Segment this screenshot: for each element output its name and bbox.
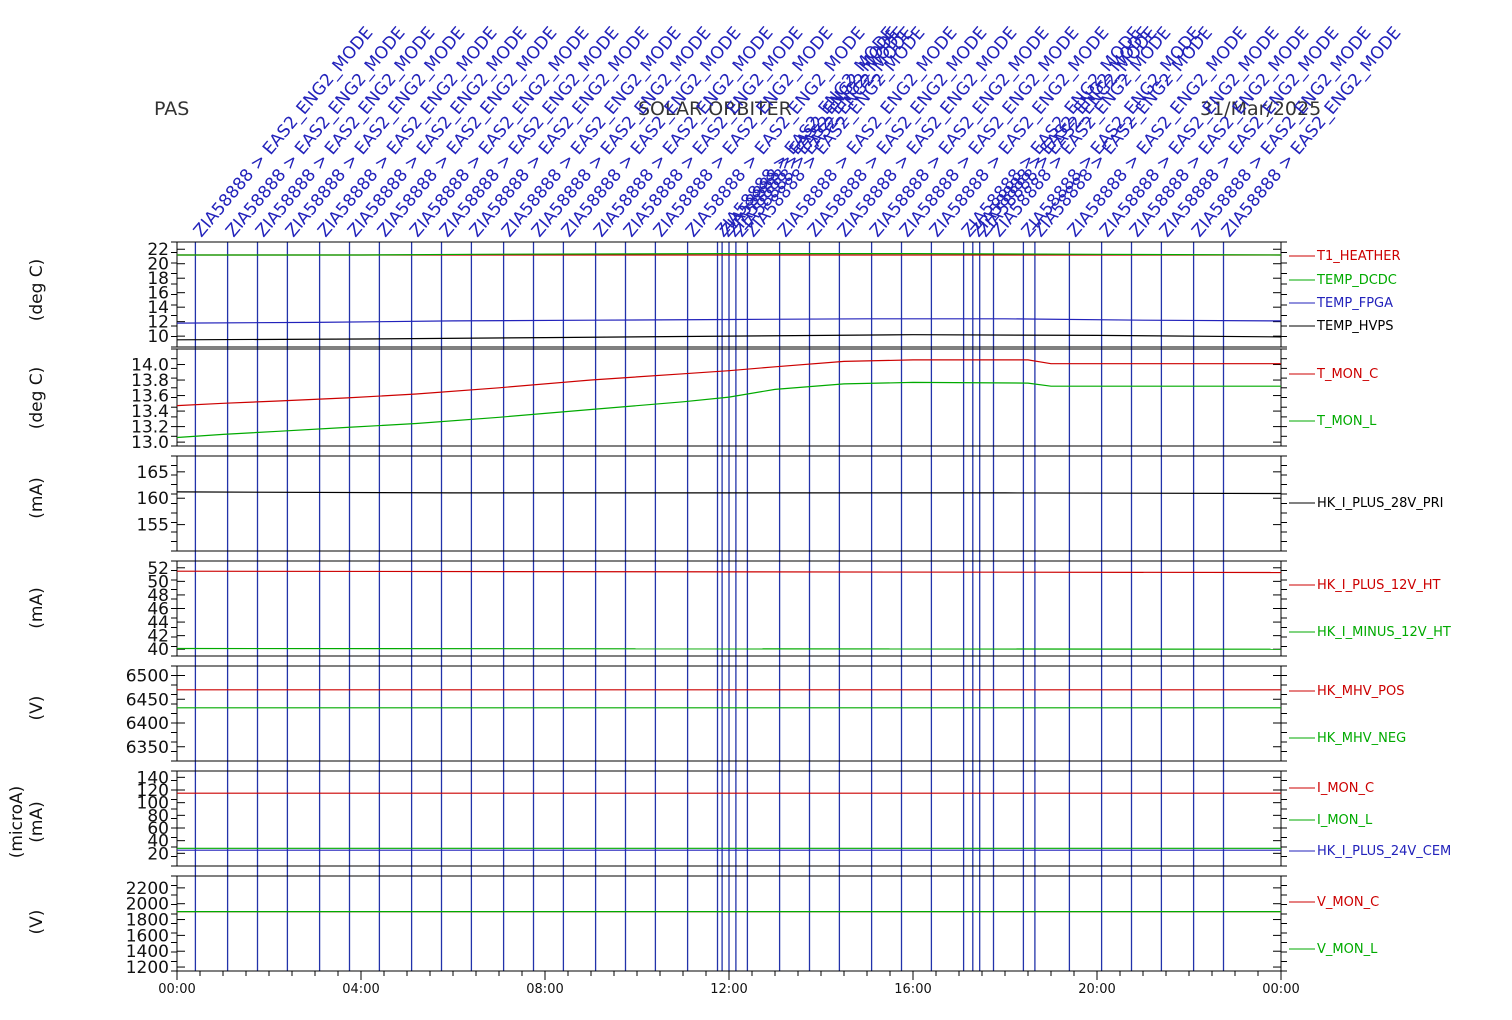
y-tick-label: 10 <box>147 327 169 347</box>
y-tick-label: 13.6 <box>131 387 169 407</box>
y-axis-label: (mA) <box>27 477 47 518</box>
x-tick-label: 04:00 <box>342 982 379 997</box>
y-tick-label: 6350 <box>126 738 169 758</box>
legend-label: V_MON_C <box>1317 895 1379 910</box>
y-tick-label: 13.8 <box>131 371 169 391</box>
y-axis-label: (V) <box>27 696 47 721</box>
y-axis-label: (mA) <box>27 587 47 628</box>
y-tick-label: 16 <box>147 284 169 304</box>
series-line-temp-fpga <box>176 318 1282 324</box>
y-tick-label: 12 <box>147 313 169 333</box>
y-tick-label: 1400 <box>126 942 169 962</box>
y-axis-label-secondary: (microA) <box>7 786 27 859</box>
y-tick-label: 13.2 <box>131 418 169 438</box>
panel-3: 155 160 165 (mA) HK_I_PLUS_28V_PRI <box>27 455 1443 552</box>
legend-label: T_MON_L <box>1316 414 1377 429</box>
y-tick-label: 40 <box>147 640 169 660</box>
y-tick-label: 22 <box>147 240 169 260</box>
y-tick-label: 44 <box>147 613 169 633</box>
y-tick-label: 80 <box>147 806 169 826</box>
y-tick-label: 20 <box>147 844 169 864</box>
series-line-hk-i-plus-28v-pri <box>176 491 1282 495</box>
legend-label: T1_HEATHER <box>1316 249 1401 264</box>
legend-label: I_MON_L <box>1317 813 1373 828</box>
y-tick-label: 1200 <box>126 958 169 978</box>
y-tick-label: 140 <box>137 768 169 788</box>
legend-label: I_MON_C <box>1317 781 1374 796</box>
y-tick-label: 100 <box>137 794 169 814</box>
series-line-hk-i-plus-12v-ht <box>176 570 1282 574</box>
y-tick-label: 6450 <box>126 690 169 710</box>
y-axis-label: (V) <box>27 910 47 935</box>
legend-label: HK_MHV_POS <box>1317 684 1405 699</box>
y-tick-label: 1600 <box>126 926 169 946</box>
y-tick-label: 40 <box>147 832 169 852</box>
y-tick-label: 52 <box>147 559 169 579</box>
y-tick-label: 42 <box>147 627 169 647</box>
y-tick-label: 13.0 <box>131 433 169 453</box>
y-tick-label: 20 <box>147 255 169 275</box>
legend-label: HK_MHV_NEG <box>1317 731 1406 746</box>
y-tick-label: 18 <box>147 269 169 289</box>
series-line-temp-hvps <box>176 334 1282 341</box>
legend-label: TEMP_FPGA <box>1316 296 1393 311</box>
series-line-t-mon-l <box>176 381 1281 439</box>
x-tick-label: 00:00 <box>158 982 195 997</box>
series-line-temp-dcdc <box>177 253 1282 256</box>
x-tick-label: 00:00 <box>1262 982 1299 997</box>
y-axis-label: (mA) <box>27 801 47 842</box>
legend-label: HK_I_PLUS_24V_CEM <box>1317 844 1451 859</box>
series-line-hk-i-minus-12v-ht <box>176 647 1282 650</box>
spacecraft-label: SOLAR ORBITER <box>638 98 792 120</box>
y-tick-label: 14.0 <box>131 356 169 376</box>
y-tick-label: 6400 <box>126 714 169 734</box>
y-tick-label: 120 <box>137 781 169 801</box>
series-line-t-mon-c <box>176 359 1281 407</box>
x-tick-label: 08:00 <box>526 982 563 997</box>
legend-label: T_MON_C <box>1316 367 1378 382</box>
date-label: 31/Mar/2025 <box>1200 98 1322 120</box>
x-tick-label: 16:00 <box>894 982 931 997</box>
y-tick-label: 46 <box>147 600 169 620</box>
time-axis: 00:00 04:00 08:00 12:00 16:00 20:00 00:00 <box>158 971 1300 997</box>
x-tick-label: 12:00 <box>710 982 747 997</box>
y-tick-label: 155 <box>137 516 169 536</box>
y-axis-label: (deg C) <box>27 259 47 322</box>
instrument-label: PAS <box>154 98 190 120</box>
legend-label: HK_I_MINUS_12V_HT <box>1317 625 1451 640</box>
panel-5: 6350 6400 6450 6500 (V) HK_MHV_POS HK_MHV_NEG <box>27 665 1406 762</box>
y-tick-label: 2000 <box>126 895 169 915</box>
y-axis-label: (deg C) <box>27 367 47 430</box>
legend-label: V_MON_L <box>1317 942 1378 957</box>
legend-label: TEMP_DCDC <box>1316 273 1397 288</box>
y-tick-label: 48 <box>147 586 169 606</box>
legend-label: TEMP_HVPS <box>1316 319 1393 334</box>
y-tick-label: 50 <box>147 572 169 592</box>
panel-2: 13.013.213.413.613.814.0 (deg C) T_MON_C T_… <box>27 348 1378 453</box>
y-tick-label: 1800 <box>126 911 169 931</box>
y-tick-label: 14 <box>147 298 169 318</box>
y-tick-label: 60 <box>147 819 169 839</box>
y-tick-label: 2200 <box>126 879 169 899</box>
y-tick-label: 160 <box>137 489 169 509</box>
y-tick-label: 6500 <box>126 667 169 687</box>
y-tick-label: 165 <box>137 463 169 483</box>
legend-label: HK_I_PLUS_28V_PRI <box>1317 496 1443 511</box>
legend-label: HK_I_PLUS_12V_HT <box>1317 578 1441 593</box>
y-tick-label: 13.4 <box>131 402 169 422</box>
x-tick-label: 20:00 <box>1078 982 1115 997</box>
